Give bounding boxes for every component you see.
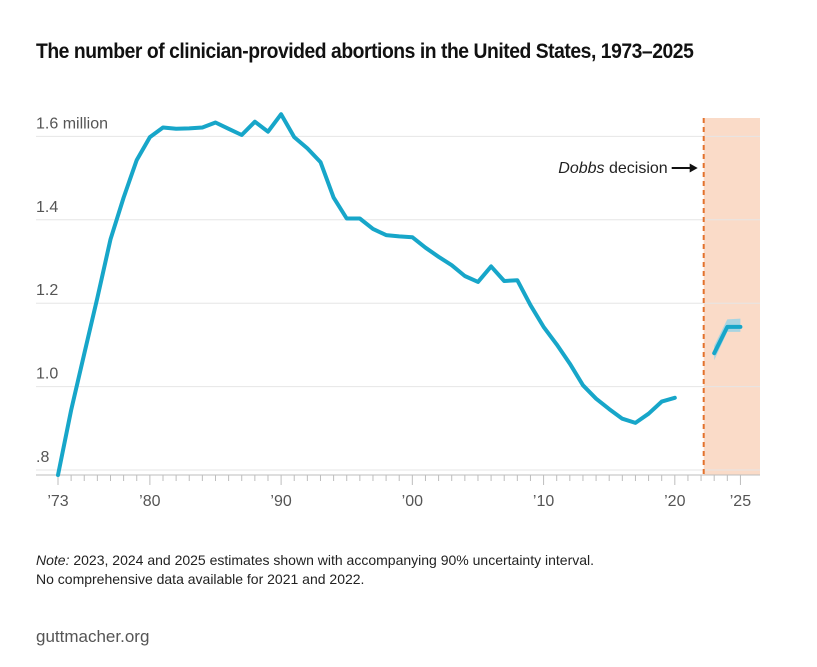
series-line-historical [56,112,677,477]
y-tick-label: 1.2 [36,282,58,299]
x-tick-label: ’25 [730,493,751,510]
dobbs-marker: Dobbs decision [558,118,705,475]
note-line-1: 2023, 2024 and 2025 estimates shown with… [69,552,595,568]
y-tick-label: 1.4 [36,199,58,216]
y-tick-label: 1.6 million [36,115,108,132]
x-tick-label: ’10 [533,493,554,510]
series [56,112,743,477]
x-tick-label: ’90 [270,493,291,510]
note-label: Note: [36,552,70,568]
line-chart: 1.6 million 1.4 1.2 1.0 .8 ’73 ’80 ’90 ’00 ’10 ’2… [36,112,760,510]
source-credit: guttmacher.org [36,627,150,646]
y-axis: 1.6 million 1.4 1.2 1.0 .8 [36,115,108,466]
uncertainty-band [714,318,741,361]
gridlines [36,135,760,471]
dobbs-arrow-head [689,163,698,173]
note-line-2: No comprehensive data available for 2021… [36,571,365,587]
shaded-region-rect [703,118,760,475]
x-axis: ’73 ’80 ’90 ’00 ’10 ’20 ’25 [36,474,760,510]
dobbs-annotation-label: Dobbs decision [558,160,667,177]
chart-title: The number of clinician-provided abortio… [36,40,694,63]
x-tick-label: ’73 [47,493,68,510]
chart-note: Note: 2023, 2024 and 2025 estimates show… [36,551,594,589]
series-line-estimate [712,324,743,356]
x-tick-label: ’20 [664,493,685,510]
post-dobbs-shaded-region [703,118,760,475]
y-tick-label: 1.0 [36,366,58,383]
x-tick-label: ’80 [139,493,160,510]
x-tick-label: ’00 [402,493,423,510]
y-tick-label: .8 [36,449,49,466]
